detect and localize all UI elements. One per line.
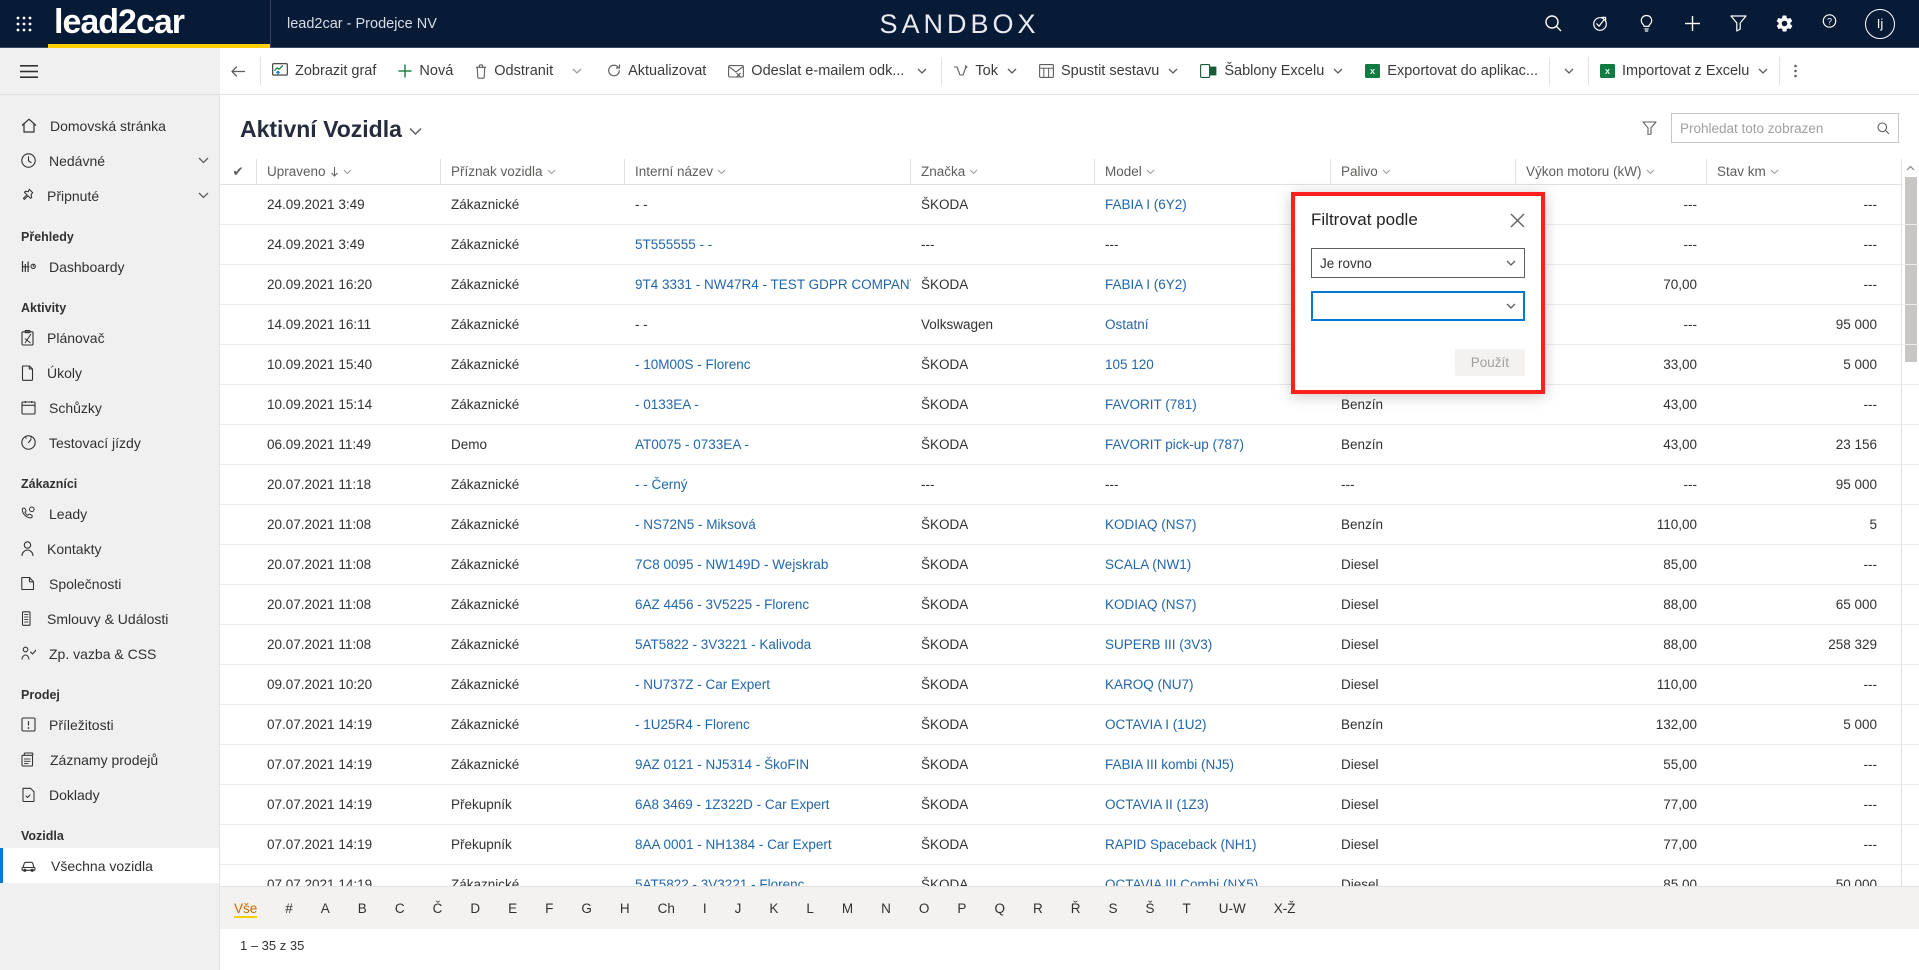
svg-text:?: ? [1827, 17, 1832, 27]
svg-text:X: X [1605, 67, 1610, 76]
svg-text:X: X [1203, 69, 1208, 76]
svg-text:X: X [1370, 67, 1375, 76]
